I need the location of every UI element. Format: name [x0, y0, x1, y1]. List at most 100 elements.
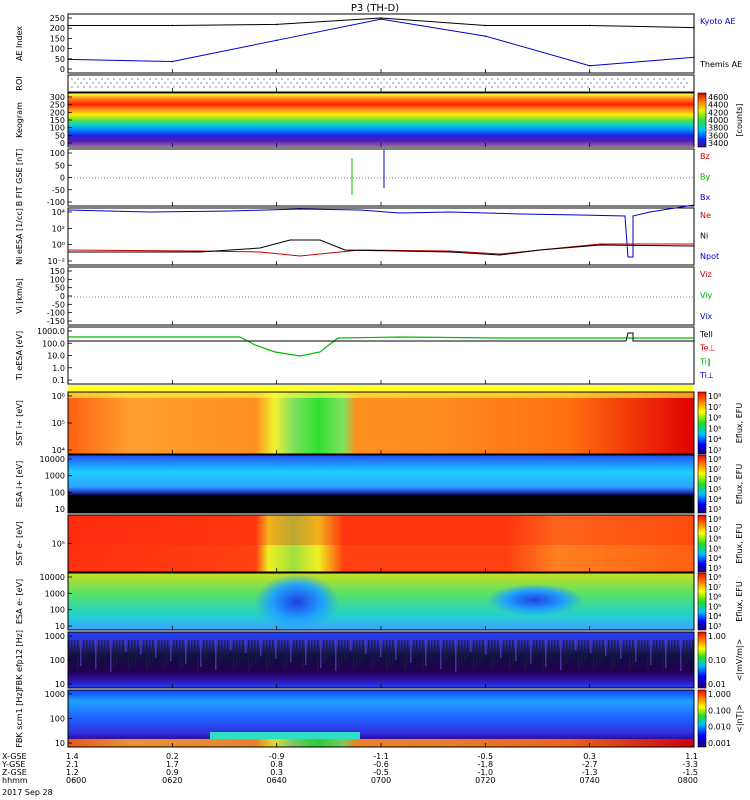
panel-ylabel: ESA e- [eV] — [15, 579, 24, 624]
ae-data-point — [693, 56, 695, 58]
fbk-efield-spectrogram — [68, 632, 694, 688]
y-tick-label: 10² — [52, 224, 65, 233]
colorbar-unit: Eflux, EFU — [735, 464, 744, 505]
legend-entry: Ti⊥ — [699, 371, 714, 380]
colorbar-tick-label: 10⁶ — [708, 535, 721, 544]
colorbar-tick-label: 10⁶ — [708, 593, 721, 602]
panel-ylabel: FBK efp12 [Hz] — [15, 630, 24, 690]
panel-ylabel: Ni eESA [1/cc] — [15, 208, 24, 265]
colorbar — [698, 515, 706, 572]
colorbar-unit: [counts] — [735, 104, 744, 137]
legend-entry: Te⊥ — [699, 344, 715, 353]
ae-data-point — [380, 17, 382, 19]
colorbar-tick-label: 1.000 — [708, 690, 731, 699]
ae-data-point — [67, 25, 69, 27]
x-axis-tick-label: 0700 — [371, 776, 391, 785]
y-tick-label: 10.0 — [47, 352, 65, 361]
y-tick-label: -150 — [47, 317, 65, 326]
panel-ti: Ti eESA [eV] 1000.0100.010.01.00.1TellTe⊥… — [15, 327, 715, 385]
sst-electron-spectrogram — [68, 515, 694, 572]
y-tick-label: 100 — [50, 656, 65, 665]
panel-ylabel: B FIT GSE [nT] — [15, 149, 24, 207]
x-axis-tick-label: 0620 — [162, 776, 182, 785]
ni-line — [68, 240, 694, 255]
colorbar-unit: <|mV/m|> — [735, 639, 744, 682]
esa-ion-spectrogram — [68, 455, 694, 513]
ne-line — [68, 244, 694, 256]
colorbar-tick-label: 10⁸ — [708, 573, 721, 582]
colorbar-unit: <|nT|> — [735, 704, 744, 733]
y-tick-label: 200 — [50, 24, 65, 33]
colorbar-tick-label: 0.100 — [708, 706, 731, 715]
y-tick-label: 10⁴ — [52, 446, 65, 455]
panel-frame — [68, 327, 694, 384]
y-tick-label: 50 — [55, 55, 65, 64]
ae-data-point — [485, 35, 487, 37]
panel-ylabel: Keogram — [15, 102, 24, 138]
roi-markers — [71, 78, 687, 87]
colorbar-tick-label: 0.001 — [708, 739, 731, 748]
y-tick-label: 100 — [50, 715, 65, 724]
x-axis-tick-label: 0640 — [266, 776, 286, 785]
y-tick-label: 10⁵ — [52, 419, 65, 428]
colorbar-tick-label: 10³ — [708, 622, 721, 631]
legend-entry: Kyoto AE — [700, 17, 735, 26]
colorbar-tick-label: 10⁴ — [708, 612, 721, 621]
legend-entry: Ti∥ — [699, 357, 711, 366]
colorbar-unit: Eflux, EFU — [735, 581, 744, 622]
y-tick-label: 1000 — [45, 632, 65, 641]
keogram-image — [68, 94, 694, 146]
panel-frame — [68, 14, 694, 73]
colorbar-tick-label: 10⁸ — [708, 455, 721, 464]
y-tick-label: 10000 — [40, 573, 65, 582]
colorbar-tick-label: 10⁷ — [708, 465, 721, 474]
esa-electron-spectrogram — [68, 573, 694, 630]
y-tick-label: 1000 — [45, 589, 65, 598]
date-label: 2017 Sep 28 — [2, 788, 53, 797]
y-tick-label: 10000 — [40, 455, 65, 464]
ae-data-point — [589, 25, 591, 27]
y-tick-label: 250 — [50, 14, 65, 23]
colorbar-unit: Eflux, EFU — [735, 523, 744, 564]
colorbar — [698, 93, 706, 147]
colorbar-tick-label: 10⁴ — [708, 554, 721, 563]
colorbar — [698, 455, 706, 513]
y-tick-label: 50 — [55, 161, 65, 170]
panel-ylabel: ROI — [15, 76, 24, 90]
colorbar-tick-label: 3400 — [708, 139, 728, 148]
y-tick-label: 1000.0 — [37, 327, 65, 336]
colorbar-tick-label: 10⁷ — [708, 525, 721, 534]
ae-data-point — [485, 25, 487, 27]
y-tick-label: 10⁻² — [47, 257, 65, 266]
colorbar-tick-label: 10⁵ — [708, 544, 721, 553]
panel-ylabel: Vi [km/s] — [15, 278, 24, 314]
colorbar-tick-label: 10⁸ — [708, 392, 721, 401]
npot-line — [68, 205, 694, 257]
y-tick-label: 1.0 — [52, 364, 65, 373]
legend-entry: Tell — [699, 330, 713, 339]
colorbar-tick-label: 10⁶ — [708, 414, 721, 423]
legend-entry: Bz — [700, 152, 710, 161]
colorbar-tick-label: 10⁴ — [708, 495, 721, 504]
y-tick-label: 100.0 — [42, 339, 65, 348]
y-tick-label: 100 — [50, 149, 65, 158]
y-tick-label: 0 — [60, 139, 65, 148]
panel-ni: Ni eESA [1/cc] 10⁴10²10⁰10⁻²NeNiNpot — [15, 208, 719, 266]
y-tick-label: 0 — [60, 174, 65, 183]
ae-data-point — [172, 25, 174, 27]
x-axis-row-label: hhmm — [2, 776, 28, 785]
ae-data-point — [589, 65, 591, 67]
colorbar — [698, 573, 706, 630]
colorbar-unit: Eflux, EFU — [735, 403, 744, 444]
y-tick-label: 1000 — [45, 472, 65, 481]
colorbar-tick-label: 10⁷ — [708, 403, 721, 412]
ae-data-point — [693, 27, 695, 29]
mode-strip — [68, 385, 694, 391]
legend-entry: By — [700, 173, 710, 182]
panel-frame — [68, 149, 694, 206]
y-tick-label: 10⁵ — [52, 540, 65, 549]
x-axis-tick-label: 0740 — [579, 776, 599, 785]
legend-entry: Ne — [700, 211, 711, 220]
